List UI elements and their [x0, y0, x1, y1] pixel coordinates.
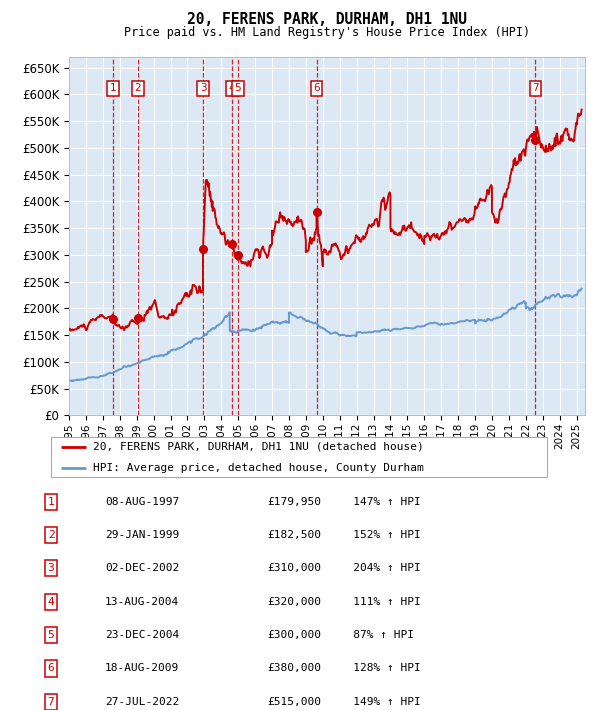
Text: £515,000: £515,000 [267, 697, 321, 707]
Text: 23-DEC-2004: 23-DEC-2004 [105, 630, 179, 640]
Text: 08-AUG-1997: 08-AUG-1997 [105, 496, 179, 507]
Text: HPI: Average price, detached house, County Durham: HPI: Average price, detached house, Coun… [94, 463, 424, 473]
Text: £310,000: £310,000 [267, 563, 321, 574]
Text: 152% ↑ HPI: 152% ↑ HPI [333, 530, 421, 540]
Text: £380,000: £380,000 [267, 663, 321, 674]
Text: 3: 3 [200, 83, 206, 93]
Text: 02-DEC-2002: 02-DEC-2002 [105, 563, 179, 574]
Text: 7: 7 [47, 697, 55, 707]
Text: 18-AUG-2009: 18-AUG-2009 [105, 663, 179, 674]
Text: 3: 3 [47, 563, 55, 574]
Text: £182,500: £182,500 [267, 530, 321, 540]
Text: 4: 4 [47, 596, 55, 607]
Text: 5: 5 [47, 630, 55, 640]
Text: 6: 6 [313, 83, 320, 93]
Text: 111% ↑ HPI: 111% ↑ HPI [333, 596, 421, 607]
Text: 87% ↑ HPI: 87% ↑ HPI [333, 630, 414, 640]
Text: 204% ↑ HPI: 204% ↑ HPI [333, 563, 421, 574]
Text: 2: 2 [135, 83, 142, 93]
Text: 20, FERENS PARK, DURHAM, DH1 1NU (detached house): 20, FERENS PARK, DURHAM, DH1 1NU (detach… [94, 442, 424, 452]
Text: 2: 2 [47, 530, 55, 540]
Text: 7: 7 [532, 83, 539, 93]
Text: 13-AUG-2004: 13-AUG-2004 [105, 596, 179, 607]
Text: 6: 6 [47, 663, 55, 674]
Text: 149% ↑ HPI: 149% ↑ HPI [333, 697, 421, 707]
FancyBboxPatch shape [50, 437, 547, 477]
Text: 4: 4 [229, 83, 235, 93]
Text: 27-JUL-2022: 27-JUL-2022 [105, 697, 179, 707]
Text: 1: 1 [110, 83, 116, 93]
Text: 128% ↑ HPI: 128% ↑ HPI [333, 663, 421, 674]
Text: 1: 1 [47, 496, 55, 507]
Text: £300,000: £300,000 [267, 630, 321, 640]
Text: Price paid vs. HM Land Registry's House Price Index (HPI): Price paid vs. HM Land Registry's House … [124, 26, 530, 38]
Text: 147% ↑ HPI: 147% ↑ HPI [333, 496, 421, 507]
Text: 5: 5 [235, 83, 241, 93]
Text: £179,950: £179,950 [267, 496, 321, 507]
Text: 20, FERENS PARK, DURHAM, DH1 1NU: 20, FERENS PARK, DURHAM, DH1 1NU [187, 12, 467, 27]
Text: £320,000: £320,000 [267, 596, 321, 607]
Text: 29-JAN-1999: 29-JAN-1999 [105, 530, 179, 540]
